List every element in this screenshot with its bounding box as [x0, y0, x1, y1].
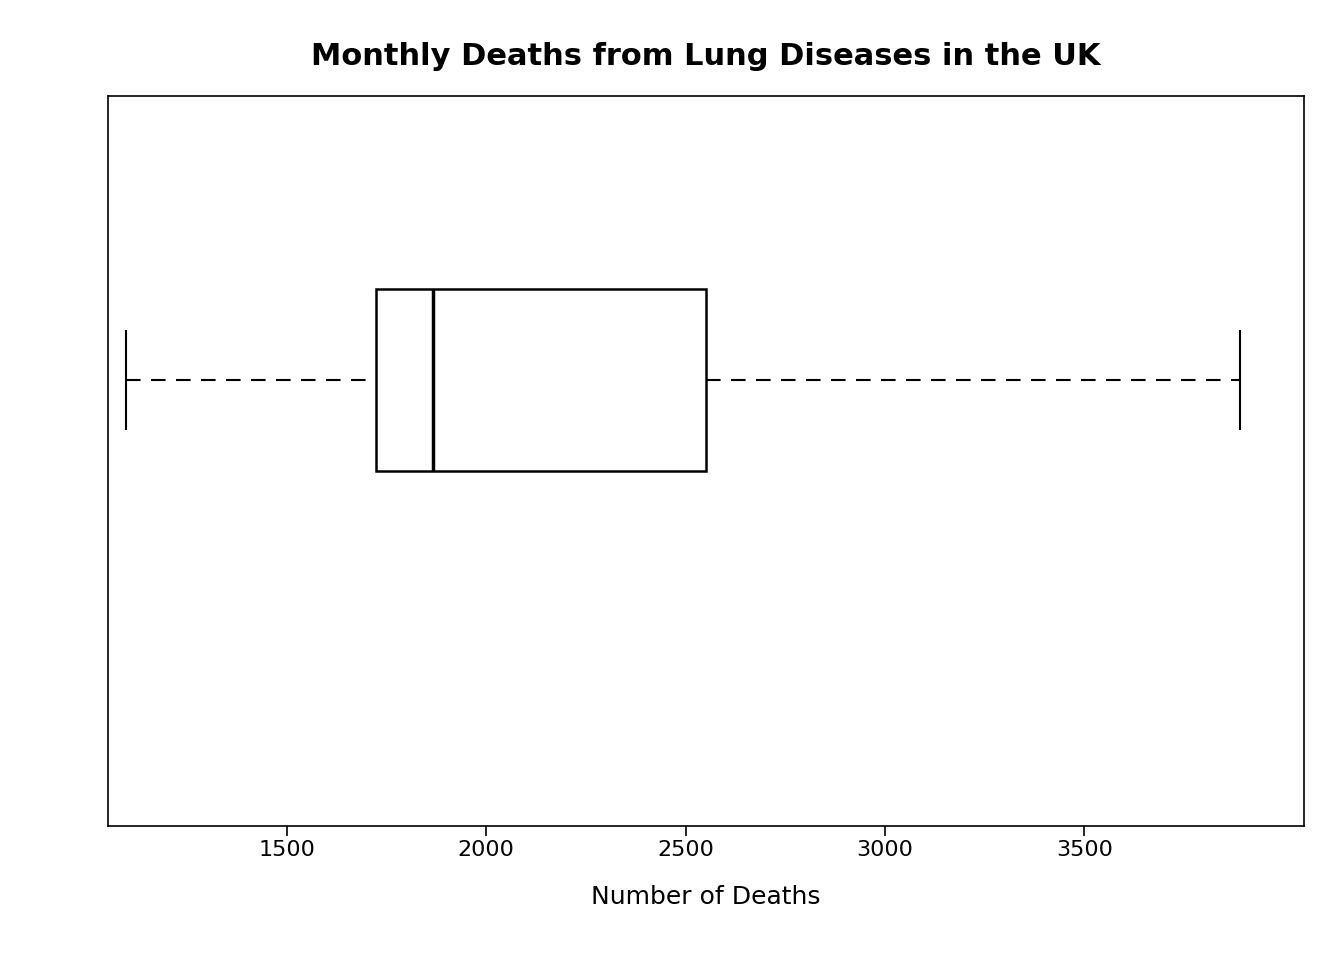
X-axis label: Number of Deaths: Number of Deaths — [591, 885, 820, 909]
Title: Monthly Deaths from Lung Diseases in the UK: Monthly Deaths from Lung Diseases in the… — [310, 42, 1101, 71]
FancyBboxPatch shape — [376, 289, 706, 471]
